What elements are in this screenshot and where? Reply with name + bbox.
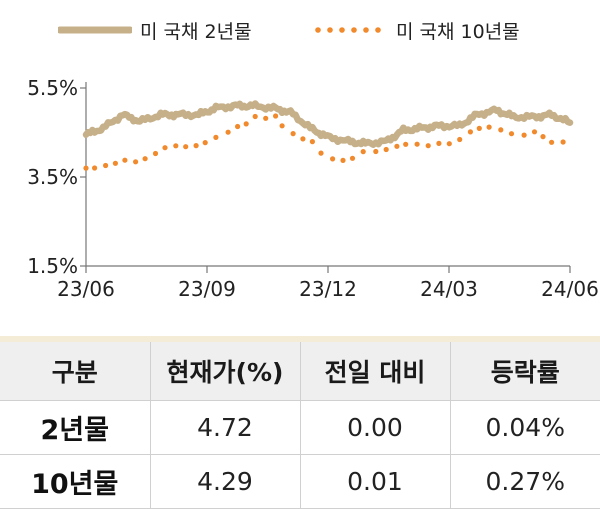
data-point-10y	[300, 136, 306, 142]
data-point-10y	[309, 139, 315, 145]
data-point-10y	[403, 141, 409, 147]
legend-dot	[375, 27, 381, 33]
data-point-10y	[152, 150, 159, 157]
data-point-10y	[330, 156, 336, 162]
data-point-10y	[92, 165, 98, 171]
data-point-10y	[549, 139, 555, 145]
series-layer	[82, 100, 574, 171]
header-change: 전일 대비	[299, 339, 450, 401]
data-point-10y	[498, 127, 504, 133]
data-point-10y	[103, 162, 109, 169]
legend-label-2y: 미 국채 2년물	[140, 20, 252, 43]
x-axis: 23/06 23/09 23/12 24/03 24/06	[57, 265, 599, 301]
legend-dot	[315, 27, 321, 33]
data-point-10y	[436, 140, 442, 146]
header-price: 현재가(%)	[149, 339, 300, 401]
data-point-10y	[318, 150, 324, 156]
data-point-10y	[213, 134, 219, 140]
data-point-10y	[373, 148, 379, 155]
legend-item-10y: 미 국채 10년물	[312, 16, 520, 44]
data-point-10y	[467, 129, 473, 135]
legend-label-10y: 미 국채 10년물	[396, 20, 520, 43]
legend-dot	[339, 27, 345, 33]
legend-dot	[351, 27, 357, 33]
data-point-10y	[290, 131, 296, 137]
data-point-10y	[540, 134, 546, 140]
data-point-10y	[425, 143, 431, 149]
line-chart: 5.5% 3.5% 1.5% 23/06 23/09 23/12 24/03 24/06	[27, 76, 599, 301]
data-point-10y	[521, 132, 527, 138]
data-point-10y	[202, 140, 208, 146]
data-point-10y	[243, 121, 249, 127]
table-row: 10년물 4.29 0.01 0.27%	[0, 454, 600, 509]
data-point-10y	[112, 160, 118, 166]
data-point-10y	[273, 113, 279, 119]
cell-price-2y: 4.72	[149, 400, 300, 455]
data-point-10y	[235, 123, 241, 130]
cell-rate-2y: 0.04%	[449, 400, 600, 455]
data-point-10y	[360, 149, 366, 155]
data-point-10y	[340, 157, 346, 163]
y-axis: 5.5% 3.5% 1.5%	[27, 76, 87, 278]
row-label-2y: 2년물	[0, 400, 150, 455]
legend-dot	[363, 27, 369, 33]
data-point-10y	[252, 113, 258, 120]
row-label-10y: 10년물	[0, 454, 150, 509]
table-header-row: 구분 현재가(%) 전일 대비 등락률	[0, 339, 600, 401]
data-point-10y	[83, 165, 89, 171]
y-tick-label: 1.5%	[27, 254, 78, 278]
x-tick-label: 24/03	[420, 277, 478, 301]
data-point-10y	[142, 156, 148, 162]
data-point-10y	[183, 144, 189, 150]
data-point-10y	[349, 155, 356, 161]
data-point-10y	[446, 141, 452, 147]
data-point-10y	[263, 115, 269, 121]
y-tick-label: 3.5%	[27, 165, 78, 189]
x-tick-label: 24/06	[541, 277, 599, 301]
data-point-10y	[383, 146, 389, 153]
header-rate: 등락률	[449, 339, 600, 401]
cell-change-2y: 0.00	[299, 400, 450, 455]
data-point-10y	[486, 124, 492, 130]
cell-price-10y: 4.29	[149, 454, 300, 509]
legend-item-2y: 미 국채 2년물	[58, 16, 252, 44]
data-point-10y	[133, 159, 139, 165]
legend-swatch-2y	[58, 26, 132, 34]
data-point-10y	[162, 145, 168, 151]
data-point-10y	[414, 141, 420, 147]
data-point-10y	[476, 125, 482, 131]
x-tick-label: 23/12	[299, 277, 357, 301]
yield-table: 구분 현재가(%) 전일 대비 등락률 2년물 4.72 0.00 0.04% …	[0, 336, 600, 509]
data-point-10y	[394, 143, 400, 149]
data-point-10y	[193, 143, 199, 149]
table-row: 2년물 4.72 0.00 0.04%	[0, 400, 600, 455]
data-point-10y	[225, 129, 231, 135]
data-point-10y	[279, 123, 285, 129]
data-point-10y	[457, 136, 463, 143]
header-category: 구분	[0, 339, 150, 401]
cell-rate-10y: 0.27%	[449, 454, 600, 509]
cell-change-10y: 0.01	[299, 454, 450, 509]
data-point-10y	[508, 131, 515, 137]
x-tick-label: 23/09	[178, 277, 236, 301]
y-tick-label: 5.5%	[27, 76, 78, 100]
data-point-10y	[122, 157, 128, 163]
series-10y	[83, 113, 566, 171]
data-point-10y	[173, 143, 179, 149]
series-line-2y	[82, 100, 574, 148]
legend-swatch-10y	[315, 27, 381, 33]
legend-dot	[327, 27, 333, 33]
data-point-10y	[531, 129, 538, 135]
x-tick-label: 23/06	[57, 277, 115, 301]
data-point-10y	[560, 139, 566, 145]
chart-legend: 미 국채 2년물 미 국채 10년물	[0, 0, 600, 56]
